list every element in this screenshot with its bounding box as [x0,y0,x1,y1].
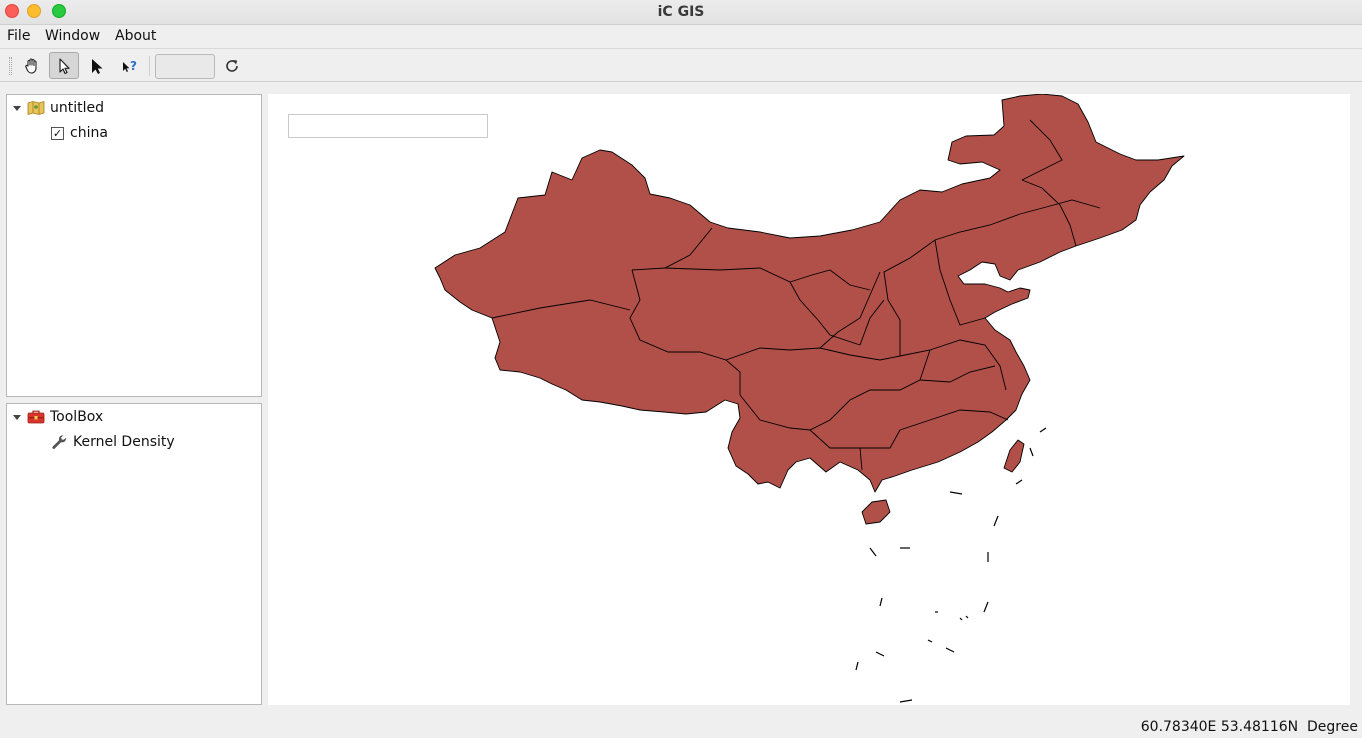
cursor-coordinates: 60.78340E 53.48116N [1140,719,1299,735]
svg-text:?: ? [130,59,137,73]
china-mainland-shape [434,94,1185,493]
toolbox-icon [27,410,45,424]
map-canvas[interactable] [268,94,1350,705]
menu-about[interactable]: About [115,28,157,44]
window-title: iC GIS [657,4,705,20]
toolbox-root[interactable]: ToolBox [13,407,103,427]
layer-label: china [70,125,108,141]
toolbox-panel: ToolBox Kernel Density [6,403,262,705]
status-bar: 60.78340E 53.48116N Degree [0,714,1362,738]
minimize-window-button[interactable] [27,4,41,18]
map-icon [27,101,45,115]
layer-item-china[interactable]: ✓ china [51,123,108,143]
china-layer-map [434,94,1185,703]
coordinate-readout: 60.78340E 53.48116N Degree [1141,719,1358,735]
maximize-window-button[interactable] [52,4,66,18]
tool-label: Kernel Density [73,434,175,450]
menu-bar: File Window About [0,25,1362,48]
expand-arrow-icon[interactable] [13,414,21,420]
check-mark-icon: ✓ [52,126,63,140]
pointer-icon [92,58,103,74]
title-bar: iC GIS [0,0,1362,25]
what-is-this-button[interactable]: ? [115,52,145,79]
refresh-button[interactable] [217,52,247,79]
toolbar-separator [149,56,150,76]
layer-visibility-checkbox[interactable]: ✓ [51,126,64,140]
refresh-icon [226,59,238,72]
toolbar: ? [0,48,1362,82]
layer-tree-root[interactable]: untitled [13,98,104,118]
province-boundaries [491,119,1101,471]
tool-item-kernel-density[interactable]: Kernel Density [51,432,175,452]
menu-window[interactable]: Window [45,28,101,44]
hand-pan-icon [25,57,37,74]
menu-file[interactable]: File [7,28,31,44]
select-tool-button[interactable] [49,52,79,79]
wrench-icon [52,435,66,449]
map-document-label: untitled [50,100,105,116]
select-arrow-icon [59,57,70,74]
coordinate-units: Degree [1307,719,1358,735]
expand-arrow-icon[interactable] [13,105,21,111]
pointer-tool-button[interactable] [82,52,112,79]
pan-tool-button[interactable] [17,52,47,79]
map-search-input[interactable] [288,114,488,138]
layers-panel: untitled ✓ china [6,94,262,397]
toolbar-input[interactable] [155,54,215,79]
taiwan-island-shape [1003,439,1025,473]
hainan-island-shape [861,499,891,525]
toolbox-label: ToolBox [50,409,104,425]
toolbar-grip[interactable] [9,57,12,75]
south-china-sea-islands [855,427,1047,703]
close-window-button[interactable] [5,4,19,18]
what-is-this-icon: ? [123,59,137,73]
